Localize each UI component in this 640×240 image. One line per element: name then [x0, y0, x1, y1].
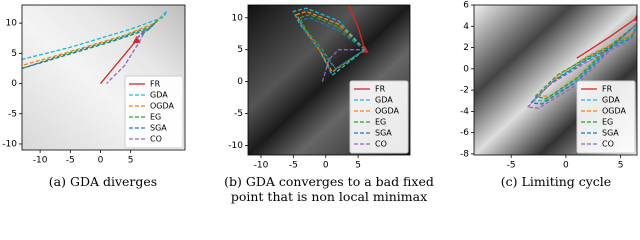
- caption-text: GDA converges to a bad fixed: [246, 174, 434, 189]
- axes-frame: [473, 4, 638, 156]
- x-tick-label: -5: [507, 161, 516, 171]
- y-tick-label: 5: [237, 45, 243, 55]
- caption-text: Limiting cycle: [522, 174, 612, 189]
- axes-frame: [21, 4, 186, 151]
- legend-label: GDA: [375, 96, 393, 105]
- y-tick-label: 6: [463, 1, 469, 11]
- legend-label: FR: [602, 85, 613, 94]
- trajectory: [347, 5, 366, 50]
- caption-text: GDA diverges: [70, 174, 157, 189]
- y-tick-label: -8: [460, 149, 469, 159]
- x-tick-label: -10: [254, 161, 269, 171]
- y-tick-label: 5: [11, 49, 17, 59]
- y-tick-label: 10: [232, 13, 244, 23]
- y-tick-label: 10: [6, 19, 18, 29]
- caption-label: (b): [224, 174, 242, 189]
- y-tick-label: 0: [237, 77, 243, 87]
- x-tick-label: 0: [98, 156, 104, 166]
- legend-label: EG: [602, 118, 613, 127]
- legend-label: OGDA: [602, 107, 627, 116]
- legend-label: OGDA: [375, 107, 400, 116]
- trajectory: [298, 17, 366, 70]
- trajectory: [295, 10, 366, 73]
- x-tick-label: 5: [618, 161, 624, 171]
- x-tick-label: 0: [323, 161, 329, 171]
- legend-box: [576, 80, 636, 154]
- trajectory: [321, 49, 365, 82]
- legend-label: SGA: [602, 129, 619, 138]
- y-tick-label: -5: [8, 109, 17, 119]
- caption-text: point that is non local minimax: [231, 189, 427, 204]
- y-tick-label: 4: [463, 22, 469, 32]
- trajectory: [532, 22, 637, 102]
- y-tick-label: -10: [2, 139, 17, 149]
- trajectory: [298, 13, 366, 70]
- legend-label: EG: [375, 118, 386, 127]
- legend-box: [124, 75, 184, 149]
- y-tick-label: -6: [460, 128, 469, 138]
- x-tick-label: -5: [289, 161, 298, 171]
- figure: FR GDA OGDA EG SGA CO -10 -5 0 5 -10 -5 0 5 10 (a) GDA …: [2, 1, 638, 204]
- caption: (a) GDA diverges: [49, 174, 157, 189]
- trajectory: [292, 7, 366, 77]
- trajectory: [22, 10, 168, 61]
- y-tick-label: -2: [460, 86, 469, 96]
- trajectory: [106, 28, 147, 85]
- legend-label: GDA: [150, 91, 168, 100]
- y-tick-label: -10: [228, 141, 243, 151]
- y-tick-label: -5: [234, 109, 243, 119]
- x-tick-label: 5: [355, 161, 361, 171]
- trajectory: [576, 17, 637, 59]
- caption: (c) Limiting cycle: [501, 174, 611, 189]
- caption: (b) GDA converges to a bad fixed: [224, 174, 434, 189]
- x-tick-label: 0: [563, 161, 569, 171]
- y-tick-label: 0: [11, 79, 17, 89]
- legend-label: SGA: [375, 129, 392, 138]
- y-tick-label: -4: [460, 107, 469, 117]
- legend-label: FR: [150, 80, 161, 89]
- end-marker: [633, 13, 637, 21]
- end-marker: [132, 36, 141, 44]
- legend-label: OGDA: [150, 102, 175, 111]
- x-tick-label: 5: [128, 156, 134, 166]
- caption-label: (c): [501, 174, 518, 189]
- caption-label: (a): [49, 174, 66, 189]
- trajectory: [534, 23, 637, 100]
- caption: point that is non local minimax: [231, 189, 427, 204]
- legend-label: SGA: [150, 124, 167, 133]
- legend-label: EG: [150, 113, 161, 122]
- trajectory: [99, 39, 138, 84]
- y-tick-label: 0: [463, 64, 469, 74]
- legend-box: [349, 80, 409, 154]
- trajectory: [22, 22, 156, 70]
- legend-label: FR: [375, 85, 386, 94]
- x-tick-label: -10: [33, 156, 48, 166]
- legend-label: GDA: [602, 96, 620, 105]
- y-tick-label: 2: [463, 43, 469, 53]
- x-tick-label: -5: [66, 156, 75, 166]
- legend-label: CO: [375, 140, 387, 149]
- axes-frame: [247, 4, 411, 156]
- trajectory: [527, 22, 637, 109]
- legend-label: CO: [602, 140, 614, 149]
- legend-label: CO: [150, 135, 162, 144]
